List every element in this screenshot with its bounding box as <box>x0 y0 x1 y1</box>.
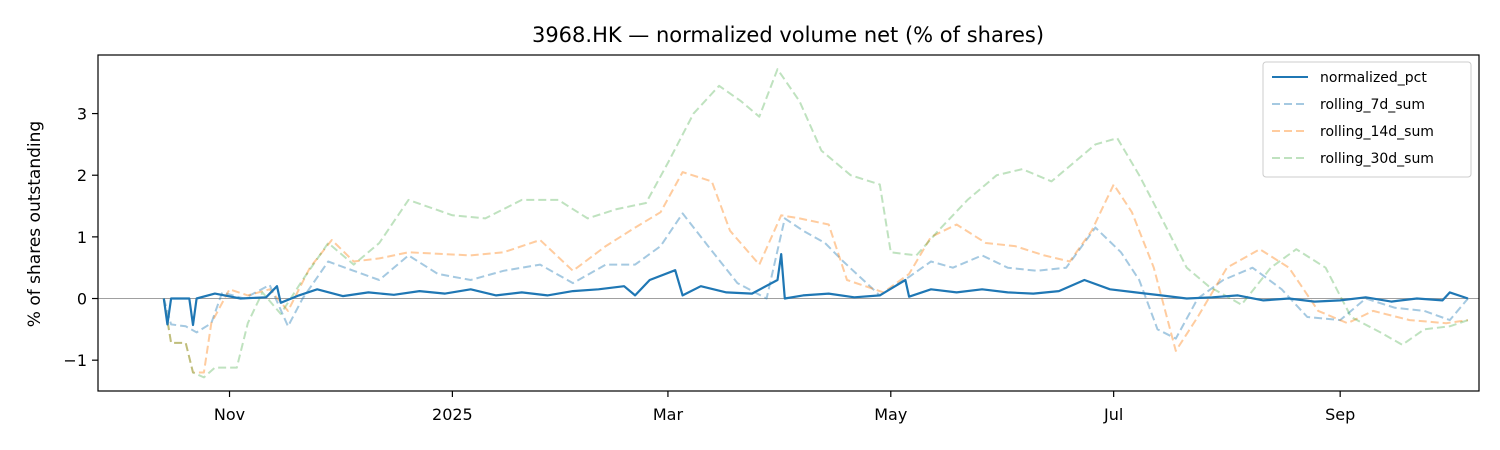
y-tick-label: −1 <box>63 351 87 370</box>
plot-area <box>98 68 1479 379</box>
legend-label: rolling_14d_sum <box>1320 124 1434 140</box>
y-axis-title: % of shares outstanding <box>25 121 45 327</box>
y-tick-label: 1 <box>77 228 87 247</box>
series-line-normalized-pct <box>162 253 1469 327</box>
chart-title: 3968.HK — normalized volume net (% of sh… <box>532 23 1044 47</box>
x-tick-label: Nov <box>214 405 245 424</box>
series-line-rolling-7d-sum <box>162 212 1469 340</box>
y-tick-label: 3 <box>77 105 87 124</box>
x-tick-label: May <box>874 405 907 424</box>
x-tick-label: 2025 <box>432 405 473 424</box>
y-tick-label: 0 <box>77 290 87 309</box>
y-tick-label: 2 <box>77 166 87 185</box>
legend-label: rolling_30d_sum <box>1320 151 1434 167</box>
x-tick-label: Mar <box>653 405 684 424</box>
series-line-rolling-14d-sum <box>162 171 1469 374</box>
legend: normalized_pct rolling_7d_sum rolling_14d_… <box>1262 61 1472 178</box>
x-tick-label: Jul <box>1103 405 1123 424</box>
legend-label: normalized_pct <box>1320 70 1427 86</box>
series-line-rolling-30d-sum <box>162 68 1469 379</box>
plot-frame <box>97 54 1480 392</box>
series-group <box>98 68 1479 379</box>
legend-label: rolling_7d_sum <box>1320 97 1425 113</box>
legend-box <box>1262 61 1472 178</box>
x-tick-label: Sep <box>1325 405 1355 424</box>
axes: −1 0 1 2 3 Nov 2025 Mar May Jul Sep <box>63 54 1480 424</box>
